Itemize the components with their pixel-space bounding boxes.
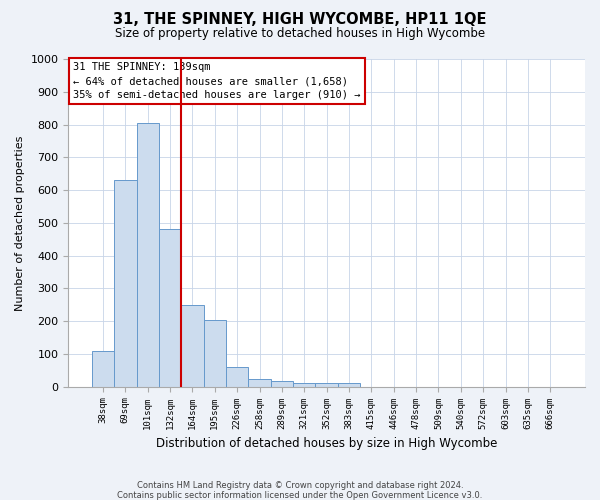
Bar: [203, 320, 226, 386]
Bar: [271, 381, 293, 386]
X-axis label: Distribution of detached houses by size in High Wycombe: Distribution of detached houses by size …: [156, 437, 497, 450]
Bar: [338, 384, 360, 386]
Bar: [114, 180, 137, 386]
Text: Contains public sector information licensed under the Open Government Licence v3: Contains public sector information licen…: [118, 491, 482, 500]
Text: 31 THE SPINNEY: 139sqm
← 64% of detached houses are smaller (1,658)
35% of semi-: 31 THE SPINNEY: 139sqm ← 64% of detached…: [73, 62, 361, 100]
Bar: [92, 350, 114, 386]
Bar: [226, 367, 248, 386]
Bar: [181, 305, 203, 386]
Bar: [159, 230, 181, 386]
Bar: [293, 384, 316, 386]
Bar: [316, 384, 338, 386]
Bar: [248, 378, 271, 386]
Bar: [137, 123, 159, 386]
Text: 31, THE SPINNEY, HIGH WYCOMBE, HP11 1QE: 31, THE SPINNEY, HIGH WYCOMBE, HP11 1QE: [113, 12, 487, 28]
Text: Size of property relative to detached houses in High Wycombe: Size of property relative to detached ho…: [115, 28, 485, 40]
Text: Contains HM Land Registry data © Crown copyright and database right 2024.: Contains HM Land Registry data © Crown c…: [137, 481, 463, 490]
Y-axis label: Number of detached properties: Number of detached properties: [15, 135, 25, 310]
